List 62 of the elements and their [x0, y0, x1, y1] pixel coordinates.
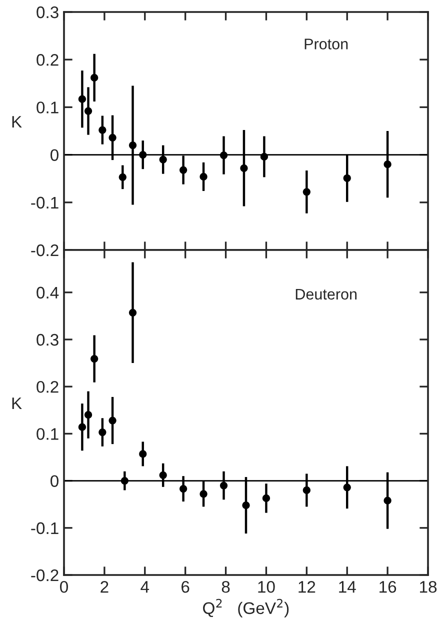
annotation: Deuteron — [296, 288, 357, 300]
annotation: Proton — [304, 38, 348, 50]
x-tick-label: 2 — [100, 580, 108, 593]
text: Q$^{2}$ (GeV$^{2}$) — [203, 598, 289, 618]
x-tick-label: 6 — [182, 580, 190, 593]
y-tick-label: 0.2 — [36, 54, 58, 66]
y-tick-label: 0 — [50, 149, 58, 162]
x-tick-label: 12 — [298, 580, 316, 593]
point — [180, 485, 188, 493]
x-tick-label: 8 — [222, 580, 230, 593]
point — [139, 450, 147, 458]
y-tick-label: -0.1 — [31, 196, 58, 209]
point — [242, 501, 250, 510]
point — [98, 428, 106, 436]
point — [220, 482, 228, 490]
point — [84, 107, 92, 115]
point — [343, 174, 351, 182]
point — [262, 494, 270, 502]
point — [108, 416, 116, 424]
point — [302, 486, 310, 494]
point — [128, 141, 137, 150]
point — [240, 164, 248, 172]
point — [78, 95, 86, 103]
point — [302, 188, 310, 196]
y-tick-label: 0.2 — [36, 380, 58, 393]
y-tick-label: 0.3 — [36, 334, 58, 346]
x-tick-label: 18 — [420, 580, 437, 593]
y-tick-label: 0.1 — [36, 102, 58, 114]
y-axis-title: K — [12, 116, 22, 128]
point — [98, 126, 106, 134]
y-tick-label: 0.3 — [36, 6, 58, 18]
y-tick-label: 0.1 — [36, 428, 58, 440]
point — [200, 172, 208, 180]
point — [384, 160, 392, 168]
y-tick-label: 0 — [50, 475, 58, 487]
point — [108, 134, 116, 142]
point — [200, 490, 208, 498]
point — [159, 471, 167, 479]
point — [139, 150, 147, 159]
point — [220, 151, 228, 160]
point — [128, 308, 137, 316]
x-tick-label: 4 — [140, 581, 150, 593]
y-tick-label: -0.1 — [31, 522, 58, 534]
x-tick-label: 16 — [380, 580, 396, 593]
point — [159, 156, 167, 164]
point — [260, 152, 268, 161]
point — [384, 496, 392, 504]
y-tick-label: 0.4 — [36, 286, 59, 299]
x-tick-label: 14 — [339, 581, 356, 593]
point — [118, 173, 126, 181]
y-tick-label: -0.2 — [31, 569, 58, 582]
point — [180, 166, 188, 174]
point — [120, 476, 128, 485]
x-tick-label: 10 — [258, 580, 275, 593]
point — [90, 355, 98, 363]
x-tick-label: 0 — [60, 580, 68, 593]
point — [343, 484, 351, 492]
point — [90, 74, 98, 82]
y-axis-title: K — [12, 398, 22, 410]
point — [84, 411, 92, 419]
y-tick-label: -0.2 — [31, 244, 58, 256]
point — [78, 423, 86, 431]
